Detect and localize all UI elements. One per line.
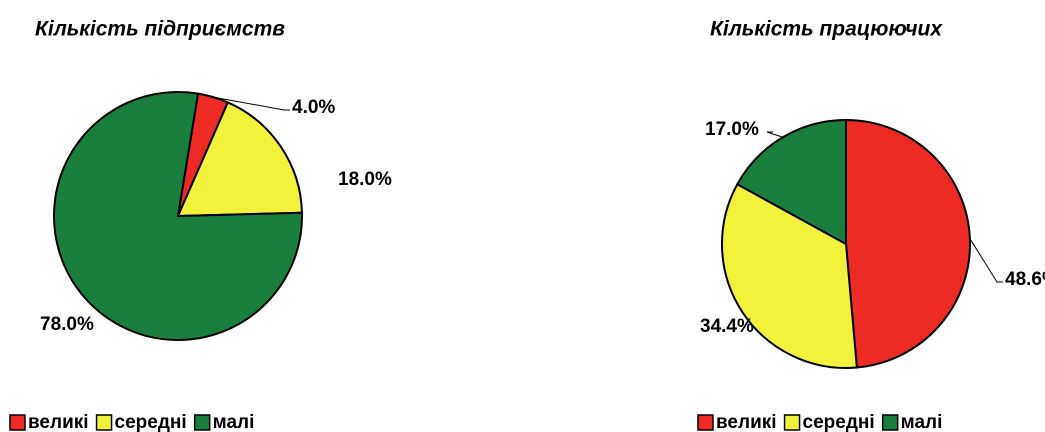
leader-line bbox=[213, 96, 290, 111]
legend-swatch bbox=[881, 414, 899, 431]
chart-title: Кількість підприємств bbox=[35, 18, 285, 41]
pie-slice bbox=[53, 91, 303, 341]
data-label: 18.0% bbox=[338, 169, 392, 190]
legend-swatch bbox=[95, 414, 113, 431]
legend-label: великі bbox=[28, 412, 89, 432]
legend-label: великі bbox=[716, 412, 777, 432]
leader-line bbox=[969, 238, 1003, 283]
legend-swatch bbox=[9, 414, 26, 431]
legend-swatch bbox=[783, 414, 801, 431]
legend-swatch bbox=[697, 414, 714, 431]
data-label: 4.0% bbox=[292, 97, 335, 118]
legend-label: малі bbox=[901, 412, 943, 432]
legend-swatch bbox=[193, 414, 211, 431]
legend-label: середні bbox=[115, 412, 187, 432]
data-label: 78.0% bbox=[40, 314, 94, 335]
data-label: 34.4% bbox=[700, 316, 754, 337]
pie-slice bbox=[735, 118, 847, 246]
pie-slice bbox=[176, 101, 303, 218]
pie-slice bbox=[845, 118, 972, 369]
leader-line bbox=[766, 131, 784, 138]
pie-slice bbox=[721, 182, 858, 369]
legend-label: малі bbox=[213, 412, 255, 432]
data-label: 17.0% bbox=[705, 119, 759, 140]
chart-title: Кількість працюючих bbox=[710, 18, 943, 41]
legend-label: середні bbox=[803, 412, 875, 432]
data-label: 48.6% bbox=[1005, 269, 1045, 290]
